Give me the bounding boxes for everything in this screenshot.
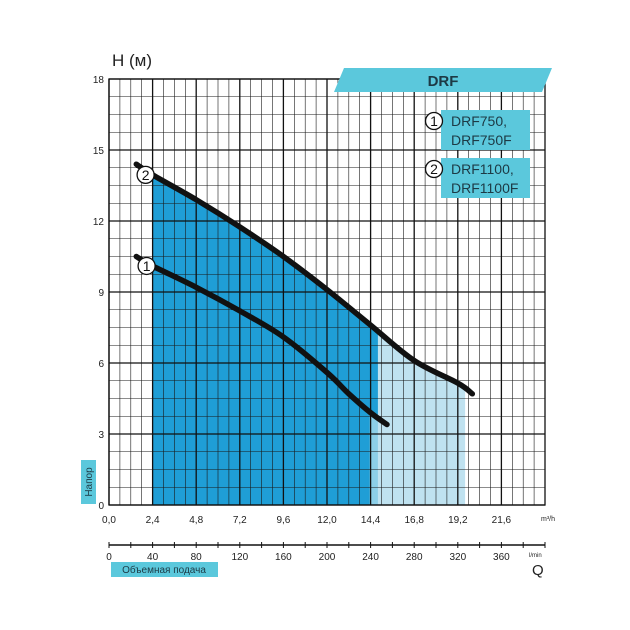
legend-entry-text: DRF750F <box>451 132 512 148</box>
x-unit-label: m³/h <box>541 516 555 523</box>
y-side-label: Напор <box>81 460 96 504</box>
curve-markers: 12 <box>136 165 156 276</box>
series-1-curve <box>133 253 390 428</box>
between-curves-fill <box>152 174 378 418</box>
y-axis-ticks: 0 3 6 9 12 15 18 <box>93 75 105 512</box>
x-tick-label: 16,8 <box>404 515 424 526</box>
y-tick-label: 9 <box>98 288 104 299</box>
x-tick-label: 7,2 <box>233 515 247 526</box>
series-1-marker <box>137 256 156 276</box>
series-2-curve <box>133 161 476 397</box>
x-axis-title: Q <box>532 562 544 579</box>
legend-entry-text: DRF750, <box>451 113 507 129</box>
legend-marker-label: 2 <box>430 161 438 177</box>
title-banner-shape <box>334 68 552 92</box>
legend-entry-text: DRF1100F <box>451 180 518 196</box>
series-2-marker <box>136 165 155 185</box>
x-tick-label: 21,6 <box>492 515 512 526</box>
y-tick-label: 12 <box>93 217 105 228</box>
x-axis-ticks: 0,0 2,4 4,8 7,2 9,6 12,0 14,4 16,8 19,2 21,6 m³/h <box>102 515 555 526</box>
x-tick-label: 12,0 <box>317 515 337 526</box>
secondary-x-tick-label: 120 <box>231 552 248 563</box>
secondary-x-tick-label: 200 <box>319 552 336 563</box>
title-banner: DRF <box>334 68 552 92</box>
y-axis-title: H (м) <box>112 51 152 70</box>
y-tick-label: 18 <box>93 75 105 86</box>
plot-border <box>108 78 546 506</box>
secondary-x-tick-label: 320 <box>449 552 466 563</box>
legend-marker-series-1 <box>424 111 444 131</box>
legend-marker-series-2 <box>424 159 444 179</box>
legend-entry-text: DRF1100, <box>451 161 514 177</box>
x-tick-label: 4,8 <box>189 515 203 526</box>
secondary-x-tick-label: 360 <box>493 552 510 563</box>
x-side-label: Объемная подача <box>111 562 218 577</box>
y-side-label-box <box>81 460 96 504</box>
x-side-label-box <box>111 562 218 577</box>
secondary-x-tick-label: 280 <box>406 552 423 563</box>
x-tick-label: 0,0 <box>102 515 116 526</box>
secondary-x-axis: 0 40 80 120 160 200 240 280 320 360 l/min <box>106 542 546 563</box>
secondary-x-tick-label: 0 <box>106 552 112 563</box>
x-tick-label: 19,2 <box>448 515 468 526</box>
series-1-marker-label: 1 <box>143 258 151 274</box>
curves <box>133 161 476 428</box>
y-tick-label: 6 <box>98 359 104 370</box>
legend: 1 DRF750, DRF750F 2 DRF1100, DRF1100F <box>424 110 530 198</box>
x-tick-label: 9,6 <box>276 515 290 526</box>
major-grid <box>108 78 546 506</box>
secondary-x-tick-label: 40 <box>147 552 159 563</box>
operating-range-bands <box>152 174 466 505</box>
legend-box-series-2 <box>441 158 530 198</box>
legend-box-series-1 <box>441 110 530 150</box>
x-tick-label: 2,4 <box>146 515 160 526</box>
y-tick-label: 15 <box>93 146 105 157</box>
secondary-x-tick-label: 80 <box>191 552 203 563</box>
y-tick-label: 3 <box>98 430 104 441</box>
secondary-x-tick-label: 160 <box>275 552 292 563</box>
secondary-x-unit-label: l/min <box>529 553 542 559</box>
legend-marker-label: 1 <box>430 113 438 129</box>
y-side-label-text: Напор <box>84 467 95 497</box>
chart-title: DRF <box>428 73 459 90</box>
y-tick-label: 0 <box>98 501 104 512</box>
secondary-x-tick-label: 240 <box>362 552 379 563</box>
x-side-label-text: Объемная подача <box>122 564 206 576</box>
series-2-marker-label: 2 <box>142 167 150 183</box>
x-tick-label: 14,4 <box>361 515 381 526</box>
